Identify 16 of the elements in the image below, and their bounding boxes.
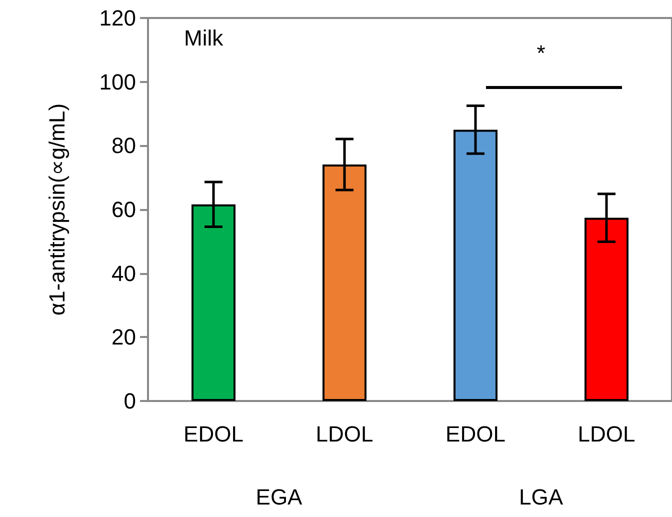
y-axis-title: α1-antitrypsin(∝g/mL) — [44, 103, 70, 316]
text: EGA — [256, 484, 303, 510]
text: LGA — [518, 484, 564, 510]
y-tick-label: 100 — [99, 69, 136, 94]
y-tick-label: 80 — [112, 133, 136, 158]
x-tick-label: LDOL — [316, 422, 374, 446]
y-tick-label: 0 — [124, 388, 136, 414]
y-tick-label: 60 — [112, 197, 136, 222]
x-tick-label: LDOL — [578, 422, 636, 446]
x-tick-label: EDOL — [184, 422, 244, 446]
y-tick-label: 120 — [99, 6, 136, 30]
x-tick-label: EDOL — [446, 422, 506, 446]
annotation: Milk — [184, 26, 224, 50]
y-tick-label: 40 — [112, 260, 136, 286]
y-tick-label: 20 — [112, 324, 136, 350]
annotation: * — [536, 40, 546, 66]
